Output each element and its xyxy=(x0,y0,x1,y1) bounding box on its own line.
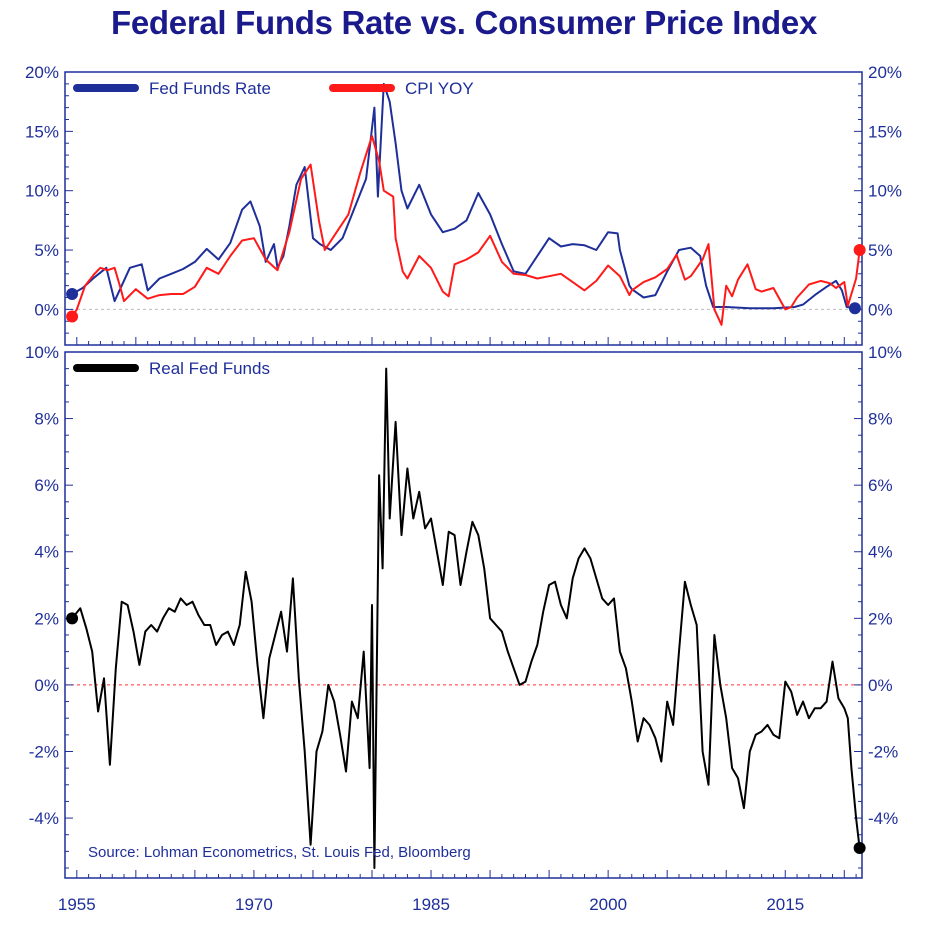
end-marker xyxy=(853,244,866,257)
y-tick-label-right: 10% xyxy=(868,182,902,201)
y-tick-label-right: 20% xyxy=(868,63,902,82)
y-tick-label-right: 4% xyxy=(868,543,893,562)
y-tick-label-right: 0% xyxy=(868,300,893,319)
series-line-cpi-yoy xyxy=(71,135,861,326)
y-tick-label-right: 8% xyxy=(868,410,893,429)
y-tick-label-right: -2% xyxy=(868,742,898,761)
legend-label: Fed Funds Rate xyxy=(149,79,271,98)
panel-frame-1 xyxy=(64,351,863,879)
y-tick-label-right: 5% xyxy=(868,241,893,260)
y-tick-label-left: -2% xyxy=(29,742,59,761)
y-tick-label-left: -4% xyxy=(29,809,59,828)
y-tick-label-left: 6% xyxy=(34,476,59,495)
x-tick-label: 1985 xyxy=(412,895,450,914)
axis-ticks: 0% 0% 5% 5% 10% 10% 15% 15% 20% 20% -4% -4% -2% -2% 0%… xyxy=(25,63,902,914)
y-tick-label-left: 0% xyxy=(34,300,59,319)
end-marker xyxy=(66,287,79,300)
y-tick-label-left: 20% xyxy=(25,63,59,82)
x-tick-label: 2015 xyxy=(766,895,804,914)
zero-lines xyxy=(65,308,862,686)
end-marker xyxy=(853,842,866,855)
chart-frames xyxy=(64,71,863,879)
y-tick-label-right: 10% xyxy=(868,343,902,362)
y-tick-label-right: -4% xyxy=(868,809,898,828)
x-tick-label: 1970 xyxy=(235,895,273,914)
end-markers xyxy=(66,244,866,855)
series-lines xyxy=(71,82,861,869)
y-tick-label-left: 8% xyxy=(34,410,59,429)
series-line-fed-funds-rate xyxy=(71,82,856,310)
chart-title: Federal Funds Rate vs. Consumer Price In… xyxy=(111,4,817,41)
y-tick-label-left: 15% xyxy=(25,122,59,141)
legend-label: CPI YOY xyxy=(405,79,474,98)
legend-label: Real Fed Funds xyxy=(149,359,270,378)
series-line-real-fed-funds xyxy=(71,367,861,869)
y-tick-label-left: 2% xyxy=(34,609,59,628)
y-tick-label-right: 2% xyxy=(868,609,893,628)
y-tick-label-left: 10% xyxy=(25,182,59,201)
y-tick-label-right: 0% xyxy=(868,676,893,695)
legend-swatch xyxy=(73,84,139,92)
end-marker xyxy=(66,612,79,625)
y-tick-label-right: 6% xyxy=(868,476,893,495)
y-tick-label-left: 0% xyxy=(34,676,59,695)
legend-swatch xyxy=(329,84,395,92)
legend: Fed Funds Rate CPI YOY Real Fed Funds xyxy=(73,79,474,378)
end-marker xyxy=(848,302,861,315)
legend-swatch xyxy=(73,364,139,372)
end-marker xyxy=(66,310,79,323)
y-tick-label-left: 4% xyxy=(34,543,59,562)
x-tick-label: 2000 xyxy=(589,895,627,914)
y-tick-label-right: 15% xyxy=(868,122,902,141)
y-tick-label-left: 5% xyxy=(34,241,59,260)
y-tick-label-left: 10% xyxy=(25,343,59,362)
panel-frame-0 xyxy=(64,71,863,346)
source-note: Source: Lohman Econometrics, St. Louis F… xyxy=(88,844,471,861)
x-tick-label: 1955 xyxy=(58,895,96,914)
